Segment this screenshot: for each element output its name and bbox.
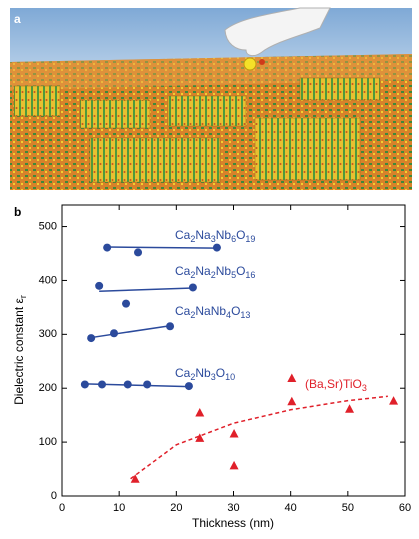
x-tick-label: 50 (342, 502, 354, 514)
data-point (389, 396, 398, 405)
block (80, 100, 150, 128)
block (90, 138, 220, 182)
data-point (87, 334, 95, 342)
series-label: (Ba,Sr)TiO3 (305, 377, 367, 393)
series-label: Ca2NaNb4O13 (175, 304, 250, 320)
data-point (166, 322, 174, 330)
data-point (110, 329, 118, 337)
x-tick-label: 20 (170, 502, 182, 514)
data-point (230, 429, 239, 438)
y-tick-label: 500 (39, 220, 57, 232)
data-point (122, 300, 130, 308)
fit-line (99, 288, 193, 291)
data-point (103, 244, 111, 252)
data-point (195, 408, 204, 417)
block (14, 86, 60, 116)
series-label: Ca2Nb3O10 (175, 366, 235, 382)
data-point (95, 282, 103, 290)
block (168, 96, 246, 126)
block (300, 78, 380, 100)
x-tick-label: 60 (399, 502, 411, 514)
fit-line (91, 326, 170, 338)
data-point (287, 374, 296, 383)
data-point (213, 244, 221, 252)
data-point (134, 248, 142, 256)
data-point (98, 380, 106, 388)
panel-label: a (14, 12, 21, 26)
x-tick-label: 40 (285, 502, 297, 514)
figure: a b Thickness (nm) Dielectric constant ε… (0, 0, 419, 534)
data-point (287, 397, 296, 406)
y-tick-label: 300 (39, 328, 57, 340)
series-label: Ca2Na2Nb5O16 (175, 264, 255, 280)
x-tick-label: 30 (227, 502, 239, 514)
data-point (124, 380, 132, 388)
x-tick-label: 10 (113, 502, 125, 514)
y-tick-label: 200 (39, 382, 57, 394)
data-point (143, 380, 151, 388)
plot-frame (62, 205, 405, 496)
fit-line (107, 247, 217, 248)
panel-label: b (14, 205, 21, 219)
y-tick-label: 100 (39, 436, 57, 448)
block (255, 118, 360, 180)
panel-a-illustration: a (10, 8, 412, 190)
data-point (189, 283, 197, 291)
series-label: Ca2Na3Nb6O19 (175, 228, 255, 244)
x-axis-title: Thickness (nm) (192, 516, 274, 530)
nanosheet-piece (244, 58, 256, 70)
data-point (185, 382, 193, 390)
x-tick-label: 0 (59, 502, 65, 514)
y-axis-title: Dielectric constant εr (12, 295, 28, 405)
page: a b Thickness (nm) Dielectric constant ε… (0, 0, 419, 539)
data-point (230, 461, 239, 470)
data-point (345, 404, 354, 413)
y-tick-label: 400 (39, 274, 57, 286)
nanosheet-piece (259, 59, 265, 65)
y-tick-label: 0 (51, 490, 57, 502)
data-point (81, 380, 89, 388)
